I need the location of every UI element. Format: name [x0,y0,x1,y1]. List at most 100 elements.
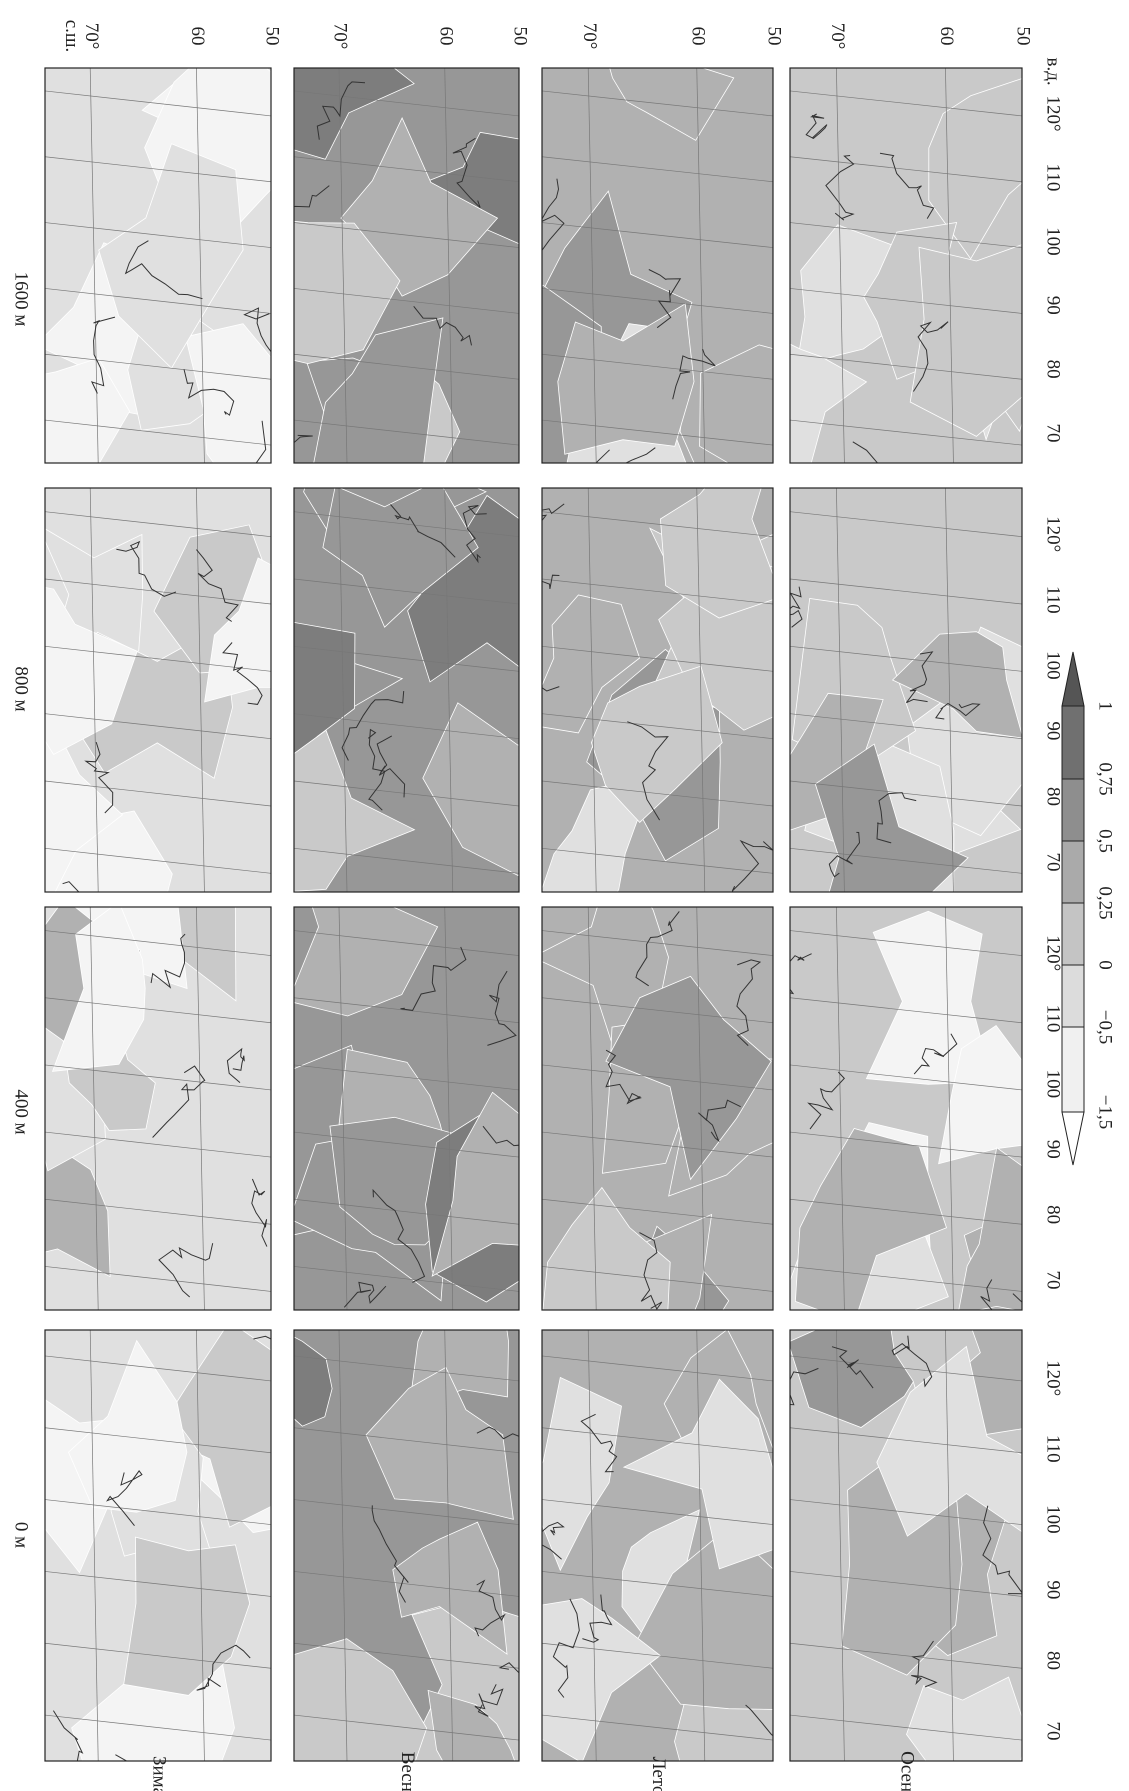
contour-area [876,1345,1022,1537]
colorbar-label: −0,5 [1095,1010,1116,1044]
parallel [945,488,954,892]
river [222,642,263,705]
parallel [836,68,845,463]
latitude-label: 50 [764,27,785,46]
longitude-unit: в.д. [1043,57,1064,85]
meridian [45,353,271,380]
river [624,447,656,463]
river [698,1099,741,1143]
contour-area [431,1091,519,1277]
contour-area [542,1598,661,1761]
meridian [542,780,773,807]
parallel [587,68,597,463]
meridian [45,645,271,672]
map-panel [790,1330,1022,1761]
latitude-label: 60 [936,27,957,46]
colorbar-label: 0 [1095,960,1116,970]
river [852,441,879,463]
panel-frame [541,1329,774,1762]
meridian [542,1499,773,1525]
meridian [542,1427,773,1454]
river [474,1684,504,1717]
meridian [790,1571,1022,1597]
column-header: 1600 м [11,272,32,327]
meridian [542,1266,773,1292]
latitude-label: 60 [687,27,708,46]
meridian [790,1355,1022,1382]
column-header: 0 м [11,1522,32,1548]
longitude-label: 80 [1043,1205,1064,1224]
contour-area [906,1676,1022,1761]
meridian [542,156,773,183]
colorbar-segment [1061,778,1085,842]
parallel [444,1330,454,1761]
longitude-label: 120° [1043,96,1064,132]
parallel [89,1330,99,1761]
river [935,702,981,720]
contour-area [794,1128,947,1310]
river [371,1505,409,1603]
meridian [542,1355,773,1382]
parallel [945,907,954,1310]
contour-area [68,1339,188,1513]
river [367,728,386,811]
river [152,1065,206,1138]
river [790,953,812,995]
meridian [294,1131,519,1158]
river [582,1594,613,1643]
contour-area [542,1376,622,1572]
parallel [587,488,597,892]
colorbar-segment [1061,705,1085,780]
river [183,369,235,416]
meridian [294,713,519,740]
meridian [542,1714,773,1741]
meridian [542,578,773,605]
parallel [836,907,845,1310]
meridian [790,288,1022,314]
meridian [45,222,271,248]
parallel [196,68,205,463]
river [876,792,917,844]
meridian [542,847,773,874]
meridian [45,1355,271,1382]
contour-area [609,68,735,141]
parallel [196,488,205,892]
meridian [790,1714,1022,1741]
meridian [790,1131,1022,1158]
meridian [294,1064,519,1091]
longitude-label: 70 [1043,424,1064,443]
river [639,1232,663,1310]
parallel [587,1330,597,1761]
row-label: Зима [149,1756,170,1791]
river [542,503,565,522]
river [462,505,487,564]
meridian [294,997,519,1024]
river [805,113,828,139]
parallel [444,907,454,1310]
latitude-label: 70° [330,23,351,50]
meridian [294,419,519,446]
panel-frame [789,906,1023,1311]
latitude-label: 70° [81,23,102,50]
river [150,933,186,989]
river [891,1335,933,1388]
parallel [836,1330,845,1761]
meridian [45,156,271,183]
river [498,1662,519,1674]
river [487,970,517,1046]
river [879,152,935,219]
longitude-label: 90 [1043,296,1064,315]
meridian [45,288,271,314]
contour-area [909,244,1022,437]
parallel [696,488,706,892]
meridian [294,645,519,672]
meridian [45,90,271,117]
river [196,549,239,622]
river [542,574,560,589]
meridian [542,1198,773,1225]
longitude-label: 110 [1043,164,1064,192]
contour-area [542,1186,671,1310]
river [243,307,271,353]
colorbar-segment [1061,902,1085,966]
